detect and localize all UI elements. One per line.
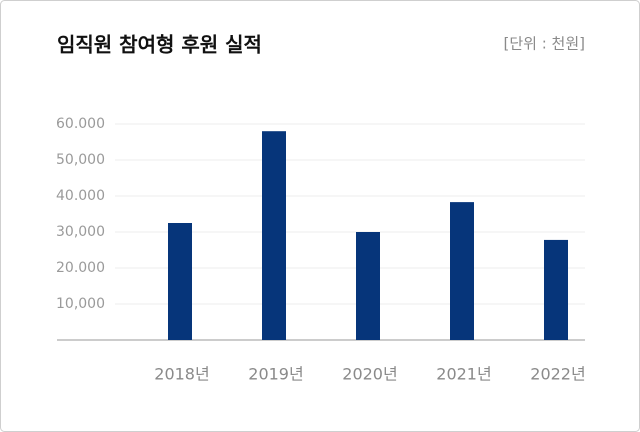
y-tick-label: 60.000 — [56, 116, 105, 132]
y-tick-label: 20.000 — [56, 260, 105, 276]
bar — [450, 202, 474, 340]
x-tick-label: 2020년 — [342, 365, 397, 384]
bar — [356, 232, 380, 340]
bar — [262, 131, 286, 340]
bar — [544, 239, 568, 340]
x-tick-label: 2019년 — [248, 365, 303, 384]
x-tick-label: 2022년 — [530, 365, 585, 384]
x-tick-label: 2021년 — [436, 365, 491, 384]
y-tick-label: 30,000 — [56, 224, 105, 240]
chart-title: 임직원 참여형 후원 실적 — [57, 33, 262, 57]
bar — [168, 223, 192, 340]
y-tick-label: 50,000 — [56, 152, 105, 168]
y-tick-label: 40.000 — [56, 188, 105, 204]
y-tick-label: 10,000 — [56, 296, 105, 312]
unit-label: [단위 : 천원] — [504, 35, 586, 53]
x-tick-label: 2018년 — [154, 365, 209, 384]
